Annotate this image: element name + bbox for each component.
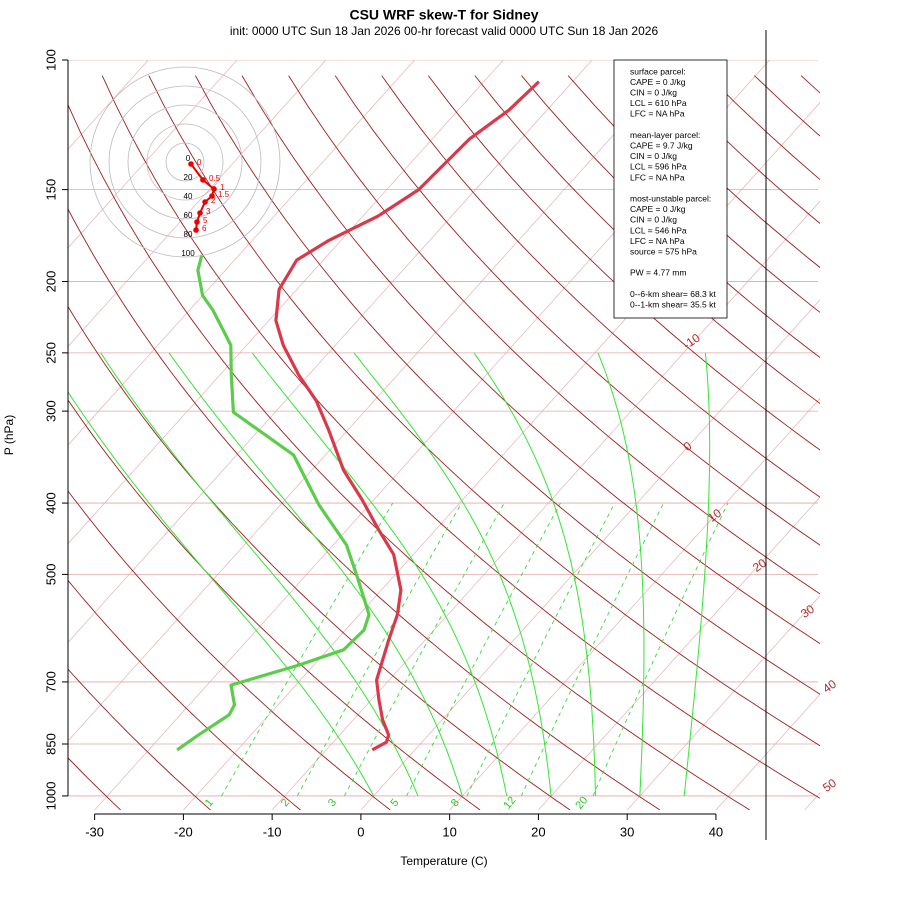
info-text: CAPE = 9.7 J/kg xyxy=(630,140,693,150)
hodograph-point xyxy=(197,210,203,216)
hodograph-point xyxy=(211,186,217,192)
info-text: PW = 4.77 mm xyxy=(630,268,686,278)
x-axis-label: Temperature (C) xyxy=(400,854,487,868)
y-tick-label: 150 xyxy=(43,179,58,201)
hodograph-point xyxy=(188,161,194,167)
x-tick-label: 10 xyxy=(442,824,456,839)
hodograph-ring-label: 80 xyxy=(184,230,193,239)
x-tick-label: 40 xyxy=(709,824,723,839)
y-tick-label: 250 xyxy=(43,342,58,364)
info-text: CIN = 0 J/kg xyxy=(630,87,677,97)
info-text: CAPE = 0 J/kg xyxy=(630,77,686,87)
info-text: LCL = 610 hPa xyxy=(630,98,687,108)
x-tick-label: -10 xyxy=(263,824,282,839)
info-text: 0--6-km shear= 68.3 kt xyxy=(630,289,716,299)
hodograph-point xyxy=(194,219,200,225)
info-text: source = 575 hPa xyxy=(630,246,697,256)
x-tick-label: 30 xyxy=(620,824,634,839)
hodograph-point xyxy=(202,199,208,205)
hodograph-ring-label: 20 xyxy=(184,173,193,182)
info-text: LCL = 596 hPa xyxy=(630,162,687,172)
x-tick-label: 0 xyxy=(357,824,364,839)
hodograph-point xyxy=(193,227,199,233)
chart-title: CSU WRF skew-T for Sidney xyxy=(349,7,538,23)
info-text: LFC = NA hPa xyxy=(630,172,685,182)
info-text: LCL = 546 hPa xyxy=(630,225,687,235)
info-text: mean-layer parcel: xyxy=(630,130,700,140)
hodograph-point xyxy=(200,177,206,183)
hodograph-point-label: 6 xyxy=(202,224,207,233)
y-tick-label: 700 xyxy=(43,671,58,693)
info-text: surface parcel: xyxy=(630,66,686,76)
hodograph-ring-label: 100 xyxy=(181,249,195,258)
hodograph-ring-label: 60 xyxy=(184,211,193,220)
hodograph-point-label: 0 xyxy=(197,158,202,167)
x-tick-label: 20 xyxy=(531,824,545,839)
y-tick-label: 500 xyxy=(43,564,58,586)
y-tick-label: 300 xyxy=(43,400,58,422)
hodograph-ring-label: 40 xyxy=(184,192,193,201)
hodograph-point-label: 2 xyxy=(211,196,216,205)
hodograph-point-label: 1.5 xyxy=(218,190,230,199)
info-text: CAPE = 0 J/kg xyxy=(630,204,686,214)
y-tick-label: 850 xyxy=(43,733,58,755)
x-tick-label: -20 xyxy=(174,824,193,839)
y-tick-label: 1000 xyxy=(43,781,58,810)
hodograph-point-label: 0.5 xyxy=(209,174,221,183)
y-tick-label: 100 xyxy=(43,49,58,71)
info-text: LFC = NA hPa xyxy=(630,109,685,119)
x-tick-label: -30 xyxy=(85,824,104,839)
info-text: LFC = NA hPa xyxy=(630,236,685,246)
info-text: CIN = 0 J/kg xyxy=(630,151,677,161)
y-tick-label: 200 xyxy=(43,271,58,293)
info-text: 0--1-km shear= 35.5 kt xyxy=(630,299,716,309)
y-tick-label: 400 xyxy=(43,492,58,514)
info-text: CIN = 0 J/kg xyxy=(630,215,677,225)
info-text: most-unstable parcel: xyxy=(630,193,711,203)
chart-subtitle: init: 0000 UTC Sun 18 Jan 2026 00-hr for… xyxy=(230,24,659,38)
hodograph-point-label: 3 xyxy=(206,207,211,216)
y-axis-label: P (hPa) xyxy=(2,415,16,455)
